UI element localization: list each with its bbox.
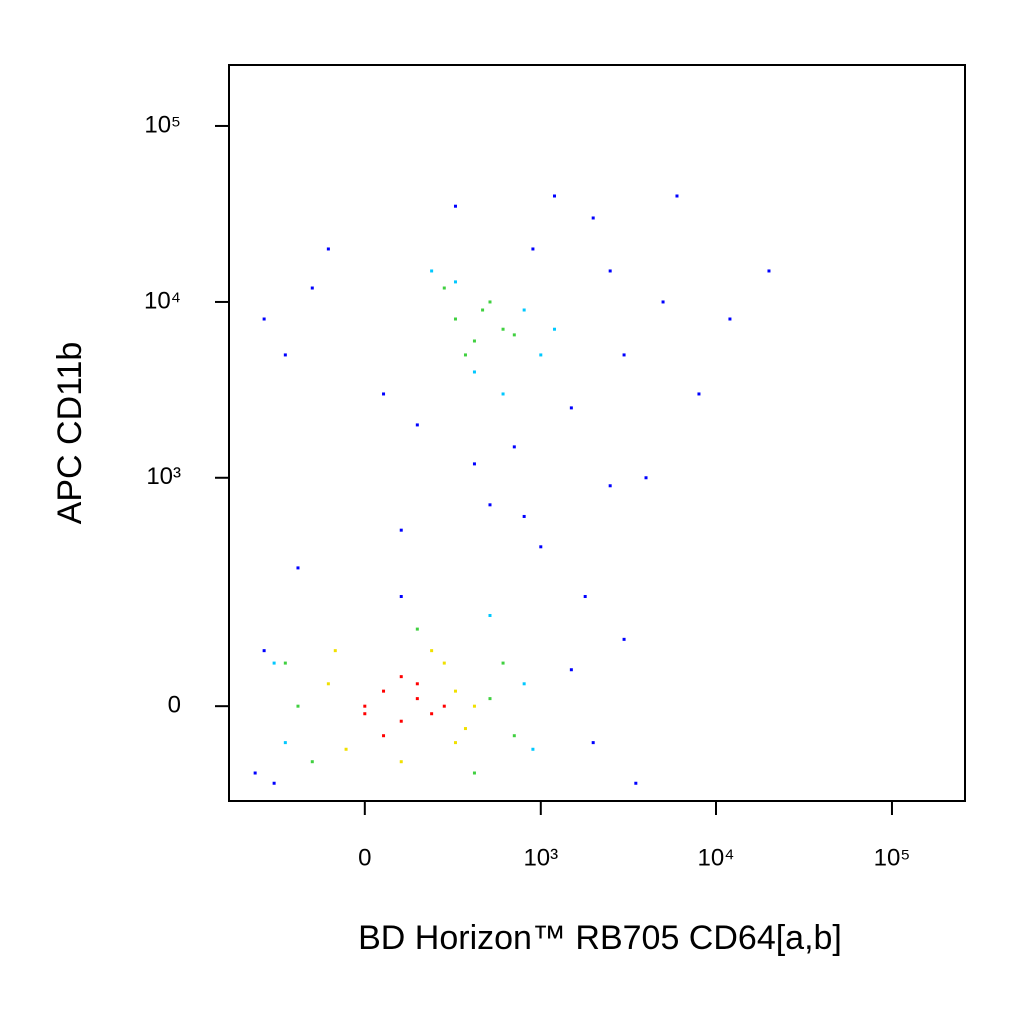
data-point <box>512 445 516 449</box>
data-point <box>415 627 419 631</box>
data-point <box>472 339 476 343</box>
data-point <box>399 528 403 532</box>
data-point <box>522 682 526 686</box>
y-tick-label: 10⁵ <box>144 111 181 138</box>
data-point <box>634 781 638 785</box>
data-point <box>442 661 446 665</box>
data-point <box>661 300 665 304</box>
data-point <box>272 661 276 665</box>
data-point <box>363 704 367 708</box>
x-tick-label: 10³ <box>523 844 558 871</box>
data-point <box>442 286 446 290</box>
data-point <box>283 741 287 745</box>
data-point <box>501 327 505 331</box>
data-point <box>283 661 287 665</box>
x-tick-label: 0 <box>358 844 371 871</box>
data-point <box>463 353 467 357</box>
data-point <box>442 704 446 708</box>
data-point <box>415 697 419 701</box>
data-point <box>326 247 330 251</box>
data-point <box>728 317 732 321</box>
data-point <box>472 370 476 374</box>
data-point <box>430 269 434 273</box>
data-point <box>488 300 492 304</box>
data-point <box>552 194 556 198</box>
y-axis-label: APC CD11b <box>51 342 89 525</box>
data-point <box>262 649 266 653</box>
data-point <box>262 317 266 321</box>
data-point <box>644 476 648 480</box>
data-point <box>472 771 476 775</box>
data-point <box>333 649 337 653</box>
data-point <box>344 747 348 751</box>
data-point <box>591 741 595 745</box>
x-axis-label: BD Horizon™ RB705 CD64[a,b] <box>358 919 842 957</box>
data-point <box>622 353 626 357</box>
data-point <box>296 566 300 570</box>
data-point <box>382 734 386 738</box>
data-point <box>382 392 386 396</box>
data-point <box>697 392 701 396</box>
data-point <box>539 545 543 549</box>
data-point <box>430 712 434 716</box>
data-point <box>415 423 419 427</box>
data-point <box>283 353 287 357</box>
data-point <box>539 353 543 357</box>
data-point <box>583 595 587 599</box>
data-point <box>608 269 612 273</box>
data-point <box>430 649 434 653</box>
data-point <box>552 327 556 331</box>
x-tick-label: 10⁵ <box>874 844 911 871</box>
data-point <box>622 637 626 641</box>
data-point <box>531 747 535 751</box>
data-point <box>399 675 403 679</box>
data-point <box>310 760 314 764</box>
data-point <box>415 682 419 686</box>
data-point <box>488 613 492 617</box>
data-point <box>272 781 276 785</box>
data-point <box>569 406 573 410</box>
data-point <box>399 595 403 599</box>
data-point <box>453 741 457 745</box>
data-point <box>488 503 492 507</box>
data-point <box>399 719 403 723</box>
data-point <box>382 689 386 693</box>
data-point <box>569 668 573 672</box>
data-point <box>463 727 467 731</box>
data-point <box>472 462 476 466</box>
y-tick-label: 10³ <box>146 463 181 490</box>
y-tick-label: 0 <box>168 692 181 719</box>
data-point <box>488 697 492 701</box>
data-point <box>453 280 457 284</box>
data-point <box>253 771 257 775</box>
data-point <box>310 286 314 290</box>
data-point <box>522 514 526 518</box>
data-point <box>591 216 595 220</box>
data-point <box>512 734 516 738</box>
data-point <box>767 269 771 273</box>
data-point <box>296 704 300 708</box>
data-point <box>326 682 330 686</box>
data-point <box>501 661 505 665</box>
data-point <box>608 484 612 488</box>
plot-frame <box>228 64 966 802</box>
data-point <box>675 194 679 198</box>
data-point <box>399 760 403 764</box>
data-point <box>522 308 526 312</box>
data-point <box>453 689 457 693</box>
x-tick-label: 10⁴ <box>697 844 734 871</box>
data-point <box>531 247 535 251</box>
data-point <box>501 392 505 396</box>
data-point <box>453 317 457 321</box>
y-tick-label: 10⁴ <box>144 287 181 314</box>
data-point <box>363 712 367 716</box>
data-point <box>481 308 485 312</box>
data-point <box>453 204 457 208</box>
data-point <box>512 333 516 337</box>
data-point <box>472 704 476 708</box>
